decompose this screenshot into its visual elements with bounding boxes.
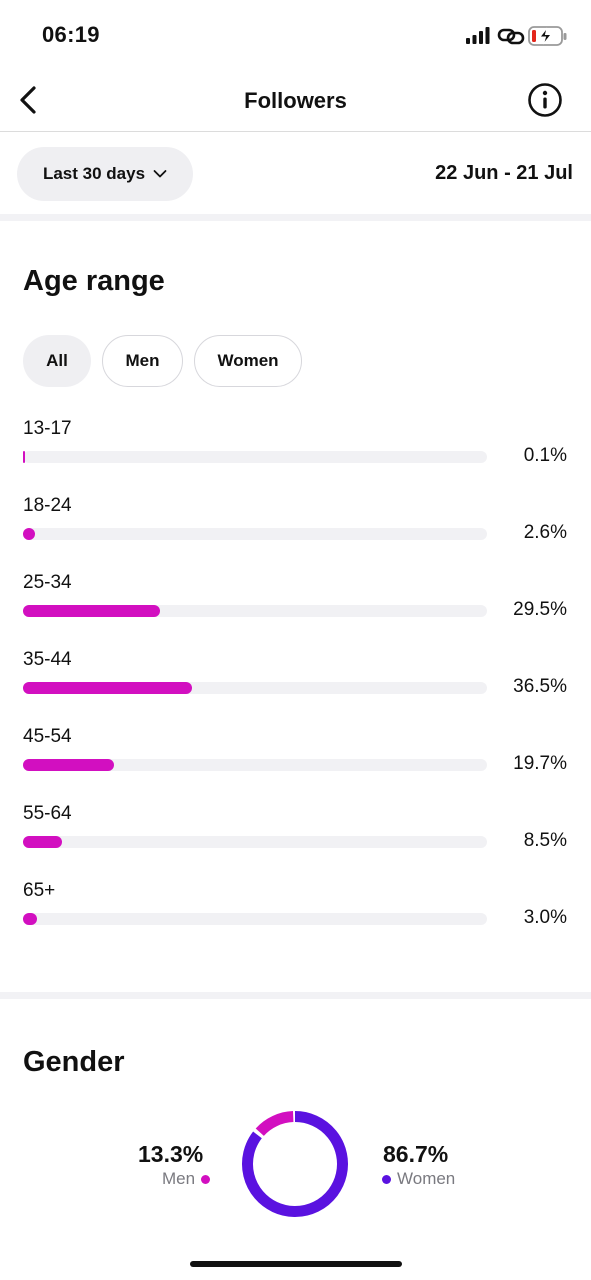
bar-track	[23, 682, 487, 694]
gender-title: Gender	[23, 1046, 125, 1078]
status-time: 06:19	[42, 22, 100, 47]
chip-women[interactable]: Women	[194, 335, 302, 387]
back-chevron-icon[interactable]	[14, 84, 44, 116]
age-percentage: 8.5%	[523, 830, 567, 851]
age-label: 65+	[23, 880, 56, 901]
age-row: 18-24 2.6%	[0, 495, 591, 555]
home-indicator[interactable]	[190, 1261, 402, 1267]
bar-track	[23, 913, 487, 925]
men-legend: Men	[162, 1169, 211, 1189]
bar-fill	[23, 836, 63, 848]
link-icon	[497, 28, 525, 45]
bar-track	[23, 605, 487, 617]
age-percentage: 0.1%	[523, 445, 567, 466]
bar-track	[23, 528, 487, 540]
women-percentage: 86.7%	[383, 1141, 449, 1167]
section-divider	[0, 214, 591, 221]
age-percentage: 19.7%	[513, 753, 567, 774]
age-row: 35-44 36.5%	[0, 649, 591, 709]
age-percentage: 36.5%	[513, 676, 567, 697]
gender-donut-chart	[242, 1111, 348, 1217]
header-divider	[0, 131, 591, 132]
age-percentage: 3.0%	[523, 907, 567, 928]
men-legend-label: Men	[162, 1169, 196, 1188]
men-percentage: 13.3%	[138, 1141, 204, 1167]
age-label: 45-54	[23, 726, 72, 747]
donut-slice-women	[242, 1111, 348, 1217]
section-divider	[0, 992, 591, 999]
age-percentage: 29.5%	[513, 599, 567, 620]
age-row: 45-54 19.7%	[0, 726, 591, 786]
bar-fill	[23, 528, 36, 540]
battery-charging-icon	[528, 26, 567, 46]
age-range-title: Age range	[23, 265, 165, 297]
info-icon[interactable]	[527, 82, 563, 118]
date-range-text: 22 Jun - 21 Jul	[435, 162, 573, 184]
age-row: 65+ 3.0%	[0, 880, 591, 940]
age-label: 13-17	[23, 418, 72, 439]
women-legend-dot	[382, 1174, 391, 1184]
bar-track	[23, 759, 487, 771]
age-label: 25-34	[23, 572, 72, 593]
bar-fill	[23, 759, 115, 771]
bar-fill	[23, 913, 37, 925]
bar-fill	[23, 605, 160, 617]
age-row: 25-34 29.5%	[0, 572, 591, 632]
women-legend: Women	[382, 1169, 455, 1189]
age-percentage: 2.6%	[523, 522, 567, 543]
chevron-down-icon	[153, 170, 167, 178]
bar-track	[23, 451, 487, 463]
cellular-signal-icon	[466, 27, 490, 44]
age-row: 13-17 0.1%	[0, 418, 591, 478]
page-title: Followers	[244, 88, 347, 113]
chip-all[interactable]: All	[23, 335, 91, 387]
donut-slice-men	[255, 1111, 294, 1137]
age-label: 55-64	[23, 803, 72, 824]
bar-fill	[23, 682, 193, 694]
women-legend-label: Women	[397, 1169, 456, 1188]
age-label: 35-44	[23, 649, 72, 670]
date-range-dropdown-label: Last 30 days	[42, 164, 146, 183]
age-row: 55-64 8.5%	[0, 803, 591, 863]
age-label: 18-24	[23, 495, 72, 516]
bar-fill	[23, 451, 25, 463]
men-legend-dot	[201, 1174, 211, 1184]
chip-men[interactable]: Men	[102, 335, 183, 387]
date-range-dropdown[interactable]: Last 30 days	[17, 147, 193, 201]
bar-track	[23, 836, 487, 848]
